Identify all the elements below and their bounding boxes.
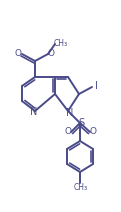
Text: S: S [78,118,84,128]
Text: CH₃: CH₃ [74,184,88,192]
Text: N: N [30,107,38,117]
Text: CH₃: CH₃ [54,39,68,47]
Text: I: I [95,81,97,91]
Text: O: O [48,49,54,57]
Text: O: O [15,49,22,57]
Text: O: O [64,127,72,135]
Text: O: O [90,127,97,135]
Text: N: N [66,108,74,118]
